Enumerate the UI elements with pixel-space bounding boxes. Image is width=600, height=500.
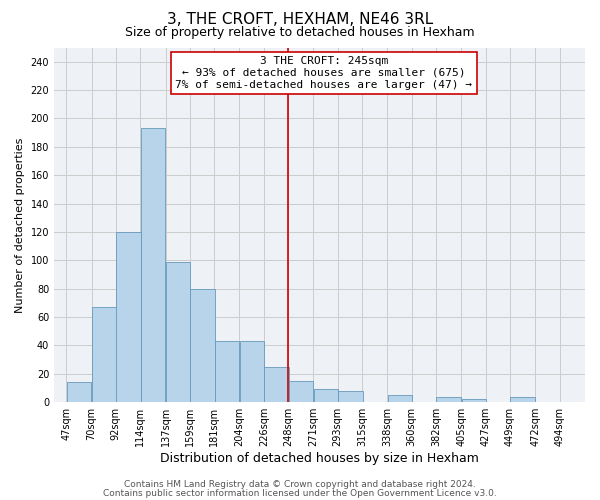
Bar bbox=[166, 262, 190, 402]
Bar bbox=[116, 232, 141, 402]
Bar bbox=[388, 395, 412, 402]
X-axis label: Distribution of detached houses by size in Hexham: Distribution of detached houses by size … bbox=[160, 452, 479, 465]
Bar bbox=[264, 366, 289, 402]
Text: Size of property relative to detached houses in Hexham: Size of property relative to detached ho… bbox=[125, 26, 475, 39]
Text: Contains public sector information licensed under the Open Government Licence v3: Contains public sector information licen… bbox=[103, 488, 497, 498]
Bar bbox=[190, 288, 215, 402]
Text: Contains HM Land Registry data © Crown copyright and database right 2024.: Contains HM Land Registry data © Crown c… bbox=[124, 480, 476, 489]
Bar bbox=[511, 396, 535, 402]
Text: 3, THE CROFT, HEXHAM, NE46 3RL: 3, THE CROFT, HEXHAM, NE46 3RL bbox=[167, 12, 433, 28]
Bar bbox=[92, 307, 116, 402]
Text: 3 THE CROFT: 245sqm
← 93% of detached houses are smaller (675)
7% of semi-detach: 3 THE CROFT: 245sqm ← 93% of detached ho… bbox=[175, 56, 472, 90]
Bar bbox=[240, 341, 265, 402]
Bar bbox=[436, 396, 461, 402]
Bar bbox=[314, 390, 338, 402]
Bar bbox=[462, 400, 487, 402]
Bar bbox=[215, 341, 239, 402]
Y-axis label: Number of detached properties: Number of detached properties bbox=[15, 137, 25, 312]
Bar bbox=[67, 382, 91, 402]
Bar bbox=[289, 381, 313, 402]
Bar bbox=[140, 128, 165, 402]
Bar bbox=[338, 391, 362, 402]
